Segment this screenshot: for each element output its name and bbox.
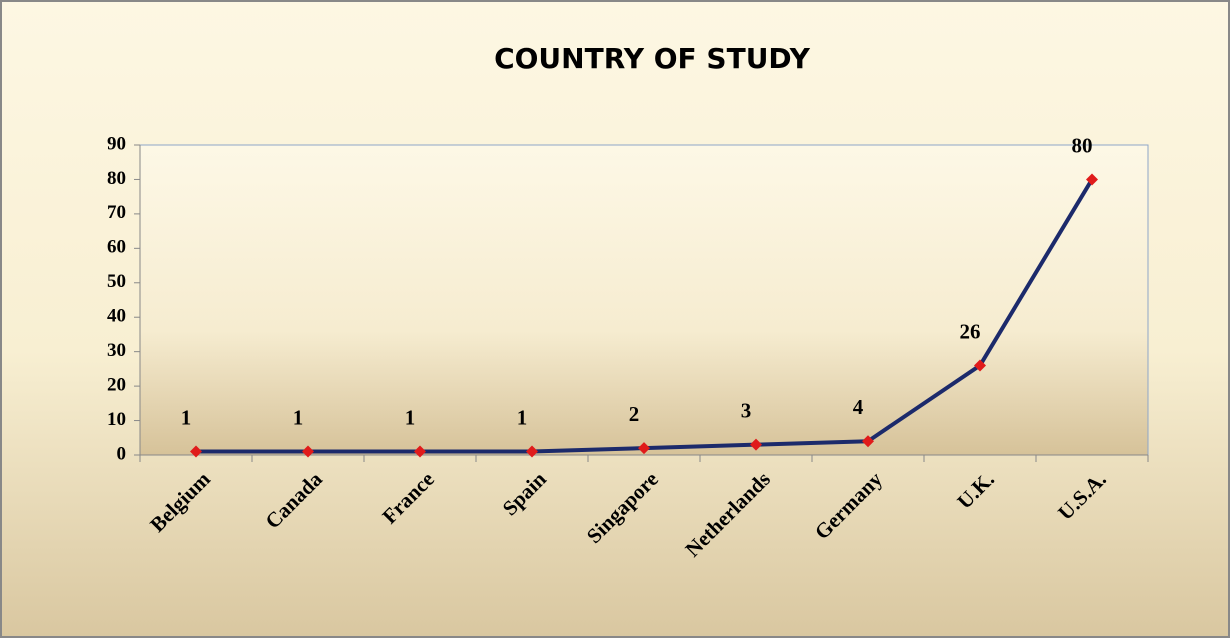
data-label: 1 [181,405,192,429]
y-tick-label: 50 [107,271,126,292]
y-tick-label: 20 [107,374,126,395]
y-tick-label: 90 [107,133,126,154]
data-label: 4 [853,395,864,419]
marker [750,438,762,451]
data-label: 1 [293,405,304,429]
y-tick-label: 40 [107,306,126,327]
y-tick-label: 60 [107,237,126,258]
y-tick-label: 0 [117,443,127,464]
y-tick-label: 70 [107,202,126,223]
marker [638,442,650,455]
marker [302,445,314,458]
data-label: 2 [629,402,640,426]
y-tick-label: 10 [107,409,126,430]
y-tick-label: 80 [107,168,126,189]
marker [862,435,874,448]
marker [526,445,538,458]
plot-area [139,144,1149,456]
marker [1086,173,1098,186]
data-label: 1 [517,405,528,429]
marker [974,359,986,372]
data-label: 26 [960,319,981,343]
marker [414,445,426,458]
data-label: 80 [1072,133,1093,157]
marker [190,445,202,458]
data-label: 3 [741,398,752,422]
data-label: 1 [405,405,416,429]
y-tick-label: 30 [107,340,126,361]
chart-title: COUNTRY OF STUDY [494,42,811,75]
